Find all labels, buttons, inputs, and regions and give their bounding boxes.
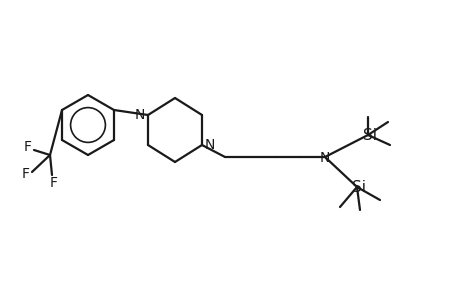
Text: F: F (24, 140, 32, 154)
Text: N: N (319, 151, 330, 165)
Text: N: N (134, 108, 145, 122)
Text: F: F (22, 167, 30, 181)
Text: Si: Si (351, 179, 365, 194)
Text: N: N (204, 138, 215, 152)
Text: F: F (50, 176, 58, 190)
Text: Si: Si (362, 128, 376, 142)
